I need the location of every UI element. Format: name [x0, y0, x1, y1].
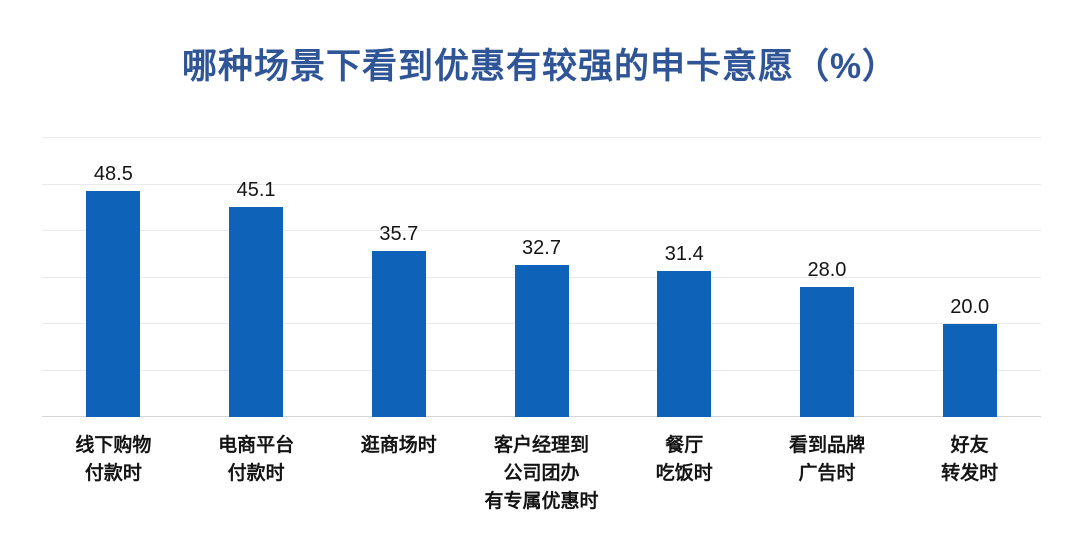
bar-slot: 48.5 [42, 138, 185, 417]
category-label: 餐厅 吃饭时 [655, 435, 713, 484]
bar-slot: 45.1 [185, 138, 328, 417]
bar [229, 207, 284, 417]
bar-value-label: 32.7 [522, 236, 561, 259]
bar [371, 251, 426, 417]
category-label: 逛商场时 [360, 435, 437, 456]
bar-value-label: 31.4 [664, 243, 704, 265]
bar-value-label: 45.1 [236, 179, 276, 202]
bar-value-label: 48.5 [93, 163, 133, 186]
bar-slot: 32.7 [470, 138, 613, 417]
bar-slot: 31.4 [613, 138, 756, 417]
plot-area: 48.5 45.1 35.7 32.7 31.4 28.0 20.0 [42, 137, 1041, 417]
chart-title: 哪种场景下看到优惠有较强的申卡意愿（%） [181, 47, 899, 86]
bar-value-label: 35.7 [379, 223, 419, 245]
category-label: 客户经理到 公司团办 有专属优惠时 [484, 435, 599, 512]
bar-value-label: 28.0 [807, 258, 847, 281]
category-label: 好友 转发时 [941, 435, 999, 484]
category-label: 看到品牌 广告时 [788, 435, 865, 484]
category-axis: 线下购物 付款时 电商平台 付款时 逛商场时 客户经理到 公司团办 有专属优惠时 餐厅 … [42, 432, 1041, 516]
gridline [42, 137, 1041, 138]
gridline [42, 183, 1041, 185]
bar [86, 191, 141, 417]
bar [799, 286, 854, 417]
bars-container: 48.5 45.1 35.7 32.7 31.4 28.0 20.0 [42, 138, 1041, 417]
bar [657, 271, 712, 417]
category-label: 线下购物 付款时 [75, 435, 152, 484]
gridline [42, 230, 1041, 231]
bar-slot: 20.0 [898, 138, 1041, 417]
bar-value-label: 20.0 [950, 296, 990, 318]
category-label: 电商平台 付款时 [218, 435, 295, 484]
bar-slot: 35.7 [327, 138, 470, 417]
bar [942, 324, 997, 417]
bar [514, 264, 569, 417]
bar-slot: 28.0 [756, 138, 899, 417]
